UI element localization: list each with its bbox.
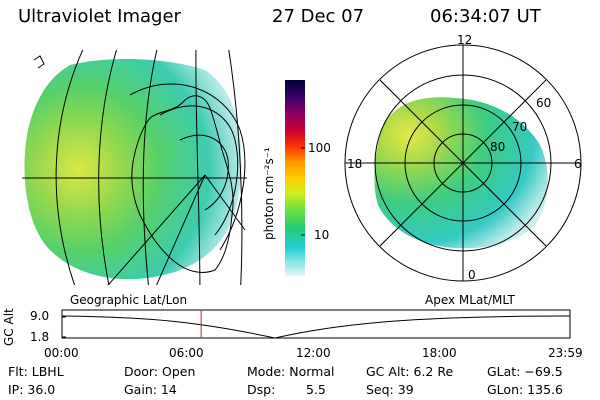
date-label: 27 Dec 07 [272, 6, 365, 27]
door-status: Door: Open [124, 364, 196, 379]
altitude-xtick-1200: 12:00 [296, 346, 331, 360]
mlt-label-12: 12 [457, 33, 473, 47]
altitude-xtick-2359: 23:59 [548, 346, 583, 360]
altitude-ytick-9: 9.0 [30, 309, 50, 323]
colorbar-unit-label: photon cm⁻²s⁻¹ [262, 147, 276, 240]
glon-status: GLon: 135.6 [487, 382, 563, 397]
geographic-image [22, 50, 247, 285]
altitude-ylabel: GC Alt [2, 308, 16, 346]
geo-panel-label: Geographic Lat/Lon [70, 293, 188, 307]
mlt-label-6: 6 [574, 157, 582, 171]
polar-panel-label: Apex MLat/MLT [425, 293, 515, 307]
mlt-label-18: 18 [347, 157, 363, 171]
altitude-xtick-0600: 06:00 [169, 346, 204, 360]
gain-status: Gain: 14 [124, 382, 177, 397]
flt-status: Flt: LBHL [8, 364, 64, 379]
time-label: 06:34:07 UT [430, 6, 541, 27]
dsp-label: Dsp: [247, 382, 276, 397]
seq-status: Seq: 39 [366, 382, 414, 397]
mlat-label-70: 70 [512, 120, 528, 134]
mlat-label-60: 60 [536, 96, 552, 110]
altitude-plot [61, 309, 571, 339]
colorbar-tick-100: 100 [308, 141, 331, 155]
mlat-label-80: 80 [490, 140, 506, 154]
altitude-ytick-1-8: 1.8 [30, 330, 50, 344]
colorbar-tick-10: 10 [314, 228, 330, 242]
dsp-value: 5.5 [306, 382, 326, 397]
colorbar [285, 80, 305, 276]
instrument-title: Ultraviolet Imager [18, 6, 181, 27]
polar-plot [344, 44, 582, 282]
mode-status: Mode: Normal [247, 364, 335, 379]
mlt-label-0: 0 [468, 268, 476, 282]
altitude-xtick-1800: 18:00 [422, 346, 457, 360]
ip-status: IP: 36.0 [8, 382, 56, 397]
glat-status: GLat: −69.5 [487, 364, 563, 379]
gc-alt-status: GC Alt: 6.2 Re [366, 364, 454, 379]
altitude-xtick-0000: 00:00 [44, 346, 79, 360]
